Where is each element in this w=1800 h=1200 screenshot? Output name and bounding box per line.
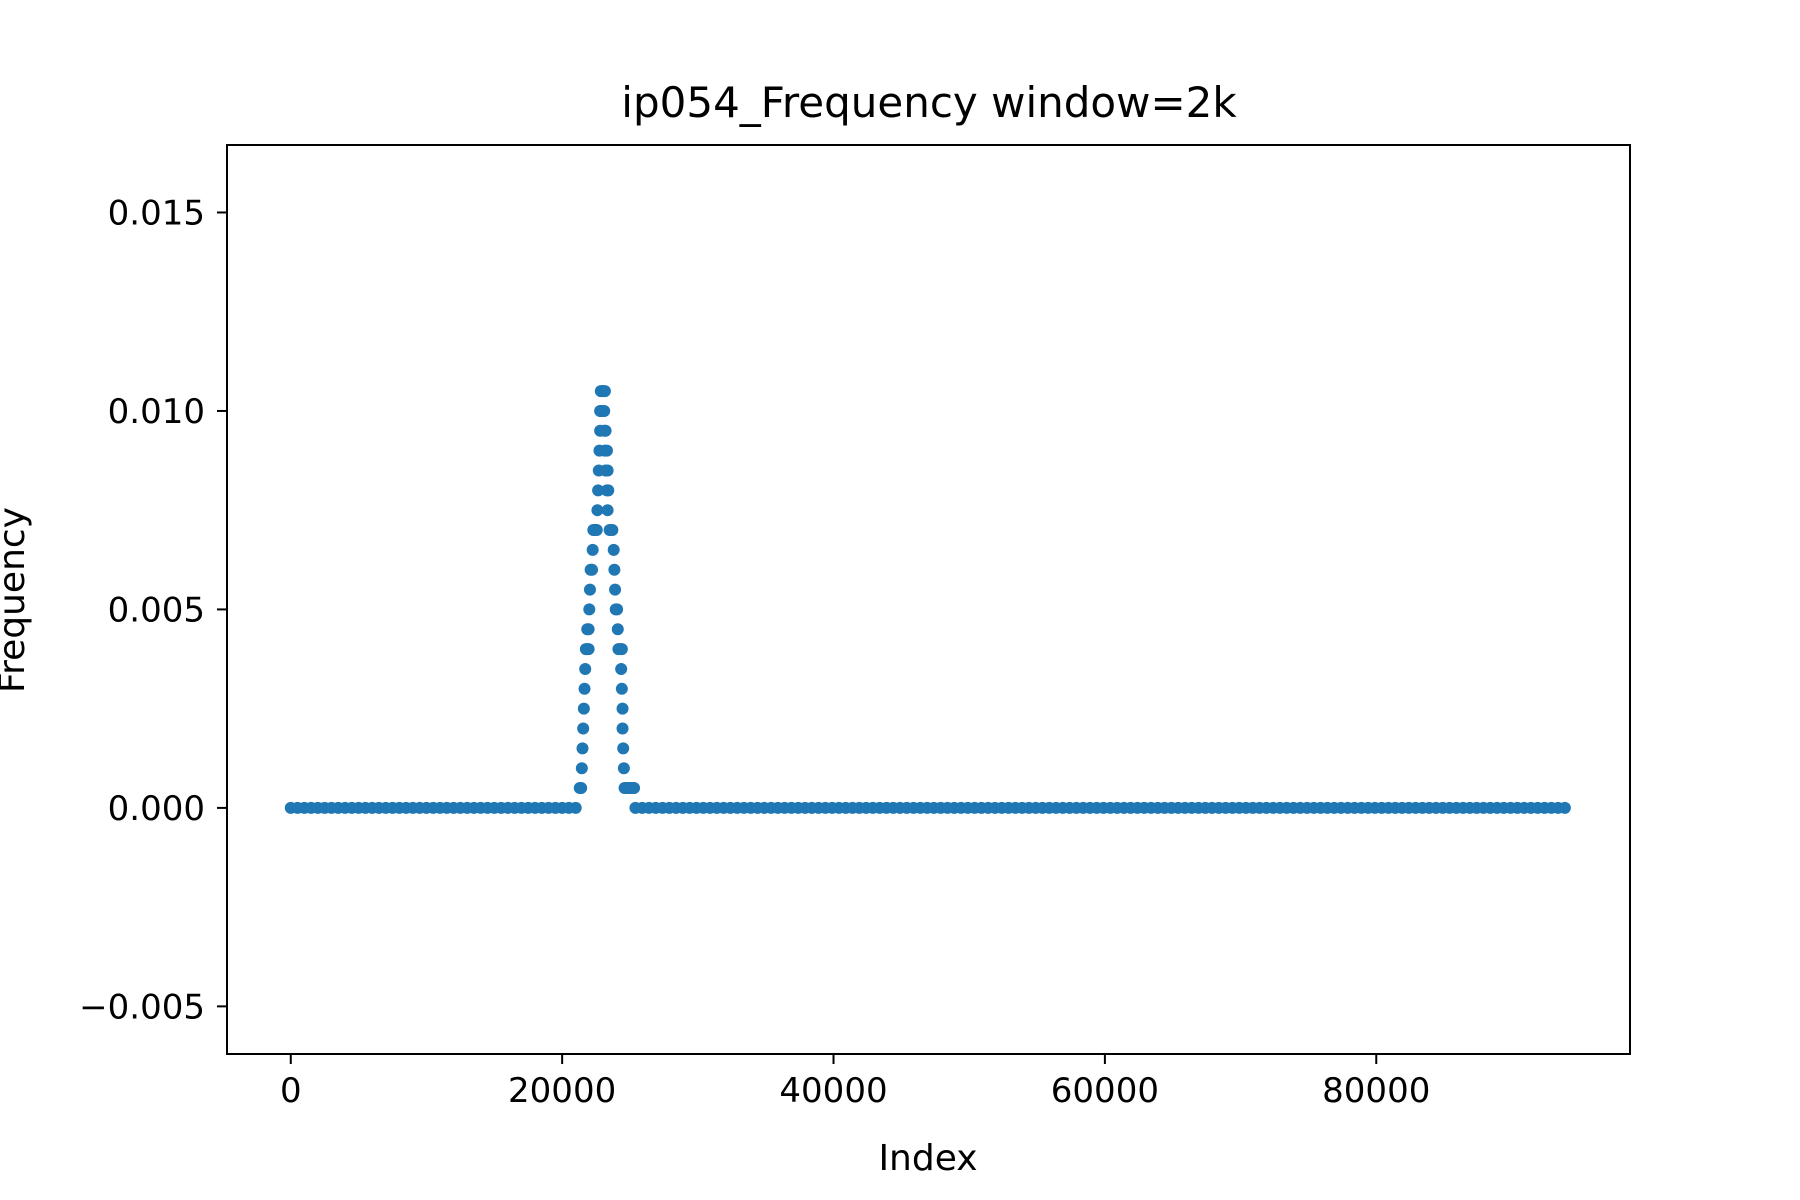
data-point: [616, 702, 629, 715]
y-tick-label: −0.005: [79, 987, 205, 1027]
data-points: [284, 385, 1571, 814]
data-point: [615, 682, 628, 695]
data-point: [611, 623, 624, 636]
x-tick-label: 0: [280, 1071, 302, 1111]
data-point: [577, 702, 590, 715]
data-point: [617, 762, 630, 775]
data-point: [583, 603, 596, 616]
chart-title: ip054_Frequency window=2k: [621, 78, 1237, 127]
data-point: [607, 543, 620, 556]
axes-frame: [226, 144, 1631, 1055]
data-point: [576, 742, 589, 755]
data-point: [582, 643, 595, 656]
data-point: [583, 583, 596, 596]
data-point: [600, 444, 613, 457]
data-point: [608, 563, 621, 576]
data-point: [616, 722, 629, 735]
data-point: [585, 563, 598, 576]
y-axis-title: Frequency: [0, 507, 33, 693]
x-axis-title: Index: [878, 1138, 977, 1179]
x-tick-label: 40000: [779, 1071, 887, 1111]
data-point: [615, 643, 628, 656]
x-axis: 0 20000 40000 60000 80000: [280, 1054, 1430, 1111]
data-point: [578, 682, 591, 695]
data-point: [575, 762, 588, 775]
y-tick-label: 0.015: [108, 193, 205, 233]
data-point: [601, 504, 614, 517]
x-tick-label: 60000: [1051, 1071, 1159, 1111]
data-point: [591, 504, 604, 517]
data-point: [611, 603, 624, 616]
data-point: [602, 484, 615, 497]
data-point: [617, 742, 630, 755]
data-point: [575, 782, 588, 795]
x-tick-label: 20000: [508, 1071, 616, 1111]
y-axis: −0.005 0.000 0.005 0.010 0.015: [79, 193, 227, 1027]
y-tick-label: 0.000: [108, 789, 205, 829]
data-point: [586, 543, 599, 556]
data-point: [598, 385, 611, 398]
data-point: [606, 524, 619, 537]
data-point: [582, 623, 595, 636]
data-point: [579, 662, 592, 675]
data-point: [1558, 801, 1571, 814]
plot-area: [284, 385, 1571, 814]
data-point: [609, 583, 622, 596]
data-point: [577, 722, 590, 735]
data-point: [590, 524, 603, 537]
data-point: [601, 464, 614, 477]
data-point: [598, 404, 611, 417]
x-tick-label: 80000: [1322, 1071, 1430, 1111]
data-point: [628, 782, 641, 795]
data-point: [615, 662, 628, 675]
data-point: [569, 801, 582, 814]
data-point: [592, 484, 605, 497]
y-tick-label: 0.010: [108, 392, 205, 432]
data-point: [598, 424, 611, 437]
y-tick-label: 0.005: [108, 590, 205, 630]
